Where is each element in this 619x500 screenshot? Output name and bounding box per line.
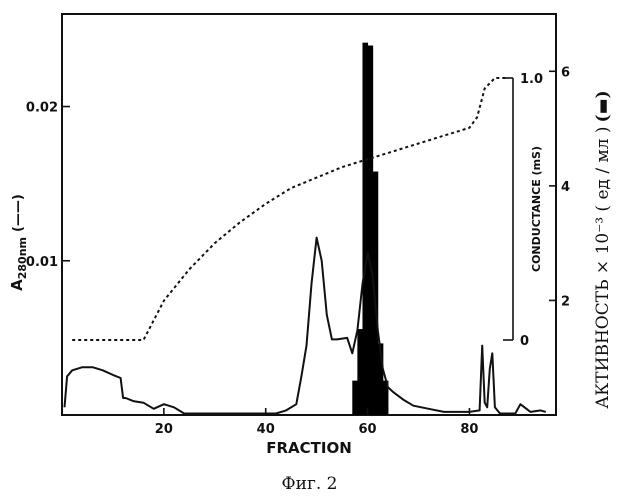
conductance-dotted-line [72,78,505,340]
series-lines [65,78,546,414]
x-tick-label: 60 [359,422,377,437]
activity-bar [352,381,358,415]
x-axis-label: FRACTION [266,439,352,457]
figure-caption: Фиг. 2 [0,474,619,494]
left-axis-label-sub: 280nm [16,237,29,279]
activity-bar [362,43,368,415]
activity-bar [357,329,363,415]
left-tick-label: 0.01 [26,255,58,270]
conductance-tick-label: 1.0 [520,72,543,87]
conductance-axis-label: CONDUCTANCE (mS) [530,146,543,272]
conductance-tick-label: 0 [520,334,529,349]
axis-labels: FRACTION A280nm (——) CONDUCTANCE (mS) АКТИВН… [8,90,613,457]
activity-bar [368,46,374,415]
x-tick-label: 20 [155,422,173,437]
activity-bars [352,43,388,415]
left-axis-label-key: (——) [11,194,26,232]
right-axis-label: АКТИВНОСТЬ × 10⁻³ ( ед / мл ) (▬) [593,90,613,408]
left-axis-label-main: A [8,279,26,291]
right-tick-label: 6 [561,65,570,80]
x-tick-label: 40 [257,422,275,437]
left-axis-label: A280nm (——) [8,194,29,291]
x-tick-label: 80 [460,422,478,437]
right-axis-label-key: (▬) [593,90,613,122]
right-tick-label: 4 [561,180,570,195]
absorbance-line [65,238,546,414]
right-tick-label: 2 [561,294,570,309]
left-tick-label: 0.02 [26,101,58,116]
right-axis-label-main: АКТИВНОСТЬ × 10⁻³ ( ед / мл ) [593,126,613,408]
